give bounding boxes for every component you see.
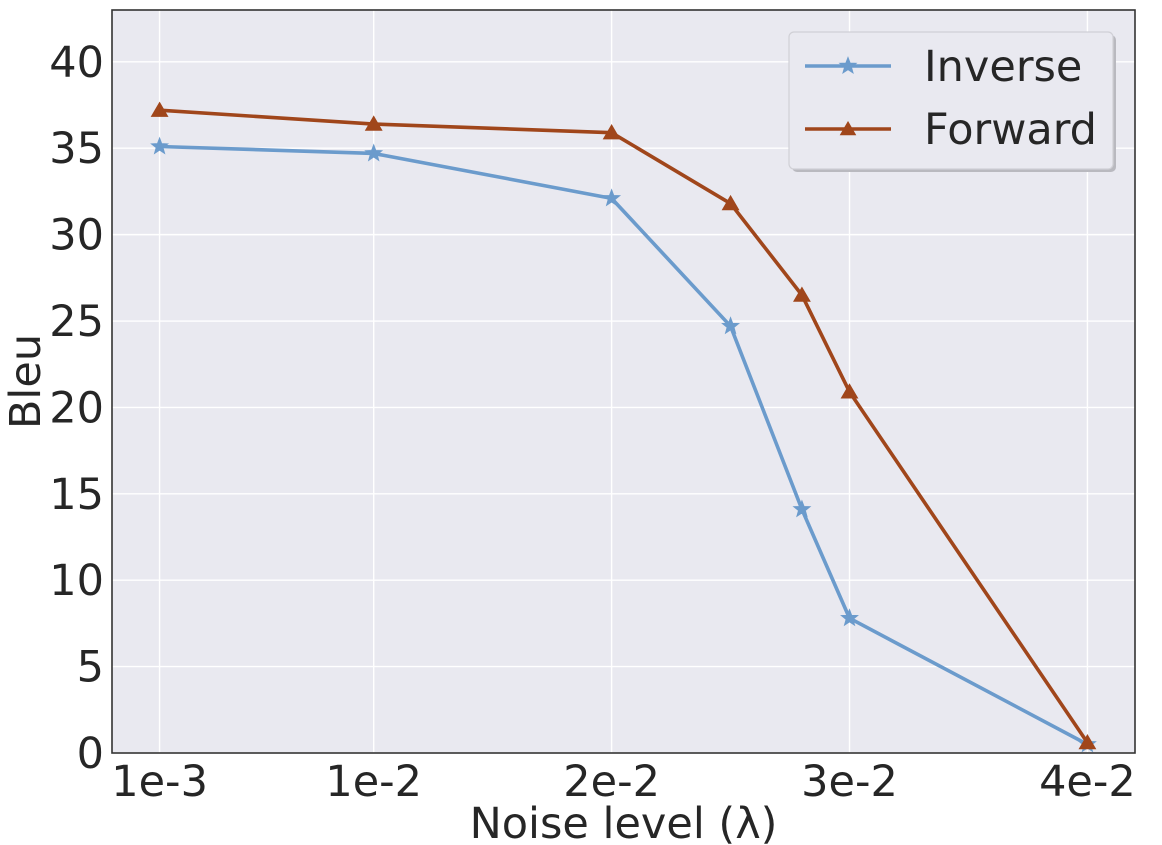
y-axis: 0 5 10 15 20 25 30 35 40 <box>49 38 104 779</box>
plot-frame <box>111 9 1136 754</box>
x-axis-label: Noise level (λ) <box>470 799 778 845</box>
legend-marker <box>839 120 857 136</box>
y-tick-label: 25 <box>49 297 104 347</box>
data-point <box>840 383 859 399</box>
legend-marker <box>838 56 858 75</box>
x-tick-label: 4e-2 <box>1039 757 1136 807</box>
data-point <box>792 499 812 518</box>
grid <box>112 10 1135 754</box>
legend-item: Inverse <box>805 42 1082 92</box>
legend-label: Forward <box>924 105 1097 155</box>
legend: Inverse Forward <box>788 31 1116 172</box>
series-forward <box>150 101 1097 750</box>
y-tick-label: 0 <box>77 729 104 779</box>
x-tick-label: 2e-2 <box>563 757 660 807</box>
data-point <box>721 194 740 211</box>
y-tick-label: 5 <box>77 643 104 693</box>
y-tick-label: 15 <box>49 470 104 520</box>
y-tick-label: 35 <box>49 124 104 174</box>
data-point <box>602 124 621 140</box>
data-point <box>721 316 740 335</box>
y-tick-label: 20 <box>49 383 104 433</box>
data-point <box>364 143 384 162</box>
legend-item: Forward <box>805 105 1097 155</box>
data-point <box>602 188 622 207</box>
legend-label: Inverse <box>924 42 1082 92</box>
y-axis-label: Bleu <box>1 334 51 429</box>
data-point <box>150 101 169 117</box>
y-tick-label: 10 <box>49 556 104 606</box>
data-point <box>840 608 859 627</box>
data-point <box>150 136 170 155</box>
y-tick-label: 30 <box>49 211 104 261</box>
x-axis: 1e-3 1e-2 2e-2 3e-2 4e-2 <box>111 757 1136 807</box>
data-point <box>792 286 811 302</box>
y-tick-label: 40 <box>49 38 104 88</box>
data-point <box>1078 733 1097 750</box>
data-point <box>364 115 383 131</box>
series-layer <box>150 101 1097 753</box>
x-tick-label: 3e-2 <box>801 757 898 807</box>
x-tick-label: 1e-3 <box>111 757 208 807</box>
x-tick-label: 1e-2 <box>325 757 422 807</box>
